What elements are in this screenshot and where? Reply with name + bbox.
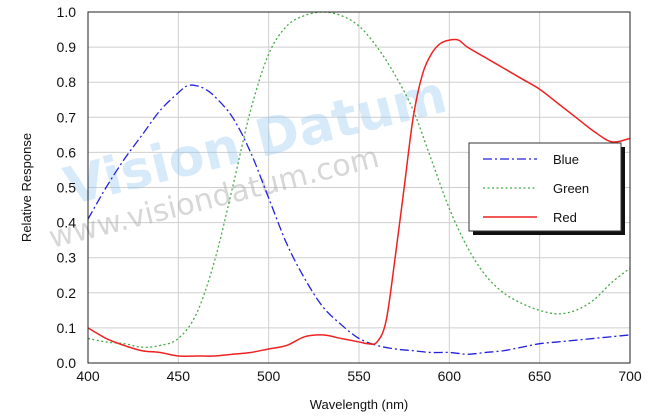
y-tick-label: 0.6	[57, 144, 77, 160]
x-tick-label: 600	[438, 368, 462, 384]
ticks: 400 450 500 550 600 650 700 0.0 0.1 0.2 0.3 0.4 0.5 0…	[57, 4, 642, 384]
y-axis-label: Relative Response	[19, 133, 34, 242]
x-tick-label: 650	[528, 368, 552, 384]
series-line-red	[87, 38, 631, 357]
series-line-blue	[87, 84, 631, 355]
x-tick-label: 700	[618, 368, 642, 384]
legend-label-blue: Blue	[553, 152, 579, 167]
y-tick-label: 1.0	[57, 4, 77, 20]
x-tick-label: 400	[76, 368, 100, 384]
y-tick-label: 0.9	[57, 39, 77, 55]
plot-frame	[87, 11, 631, 364]
y-tick-label: 0.4	[57, 215, 77, 231]
series-layer	[87, 11, 631, 357]
legend: Blue Green Red	[468, 142, 625, 235]
y-tick-label: 0.1	[57, 320, 77, 336]
x-tick-label: 550	[347, 368, 371, 384]
x-axis-label: Wavelength (nm)	[310, 397, 409, 412]
legend-label-green: Green	[553, 181, 589, 196]
legend-label-red: Red	[553, 210, 577, 225]
y-tick-label: 0.2	[57, 285, 77, 301]
legend-box	[468, 142, 622, 232]
y-tick-label: 0.8	[57, 74, 77, 90]
x-tick-label: 500	[257, 368, 281, 384]
y-tick-label: 0.7	[57, 109, 77, 125]
x-tick-label: 450	[167, 368, 191, 384]
y-tick-label: 0.5	[57, 180, 77, 196]
y-tick-label: 0.3	[57, 250, 77, 266]
y-tick-label: 0.0	[57, 355, 77, 371]
